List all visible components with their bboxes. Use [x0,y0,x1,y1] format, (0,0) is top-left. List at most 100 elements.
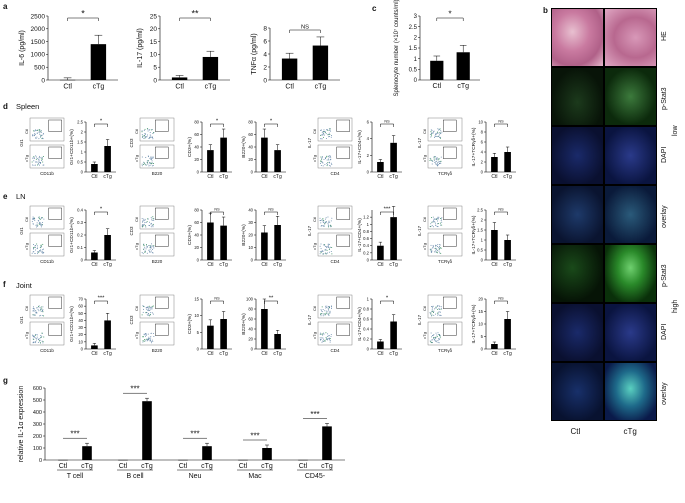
flow-event [141,156,143,158]
flow-event [148,313,150,315]
flow-event [35,311,37,313]
flow-event [429,340,431,342]
sig-marker: ** [191,9,199,19]
flow-event [40,226,42,228]
y-tick-label: 0.6 [363,236,369,241]
flow-event [319,337,321,339]
flow-event [150,306,152,308]
bar-ctl [238,459,248,461]
flow-event [326,305,328,307]
bar-ctl [281,58,298,80]
flow-event [326,338,328,340]
flow-event [322,340,324,342]
flow-group-label: cTg [422,155,427,162]
y-tick-label: 0 [367,346,370,351]
flow-event [153,245,155,247]
flow-event [142,220,144,222]
flow-event [149,245,151,247]
flow-event [319,138,321,140]
flow-event [149,221,151,223]
flow-event [321,313,323,315]
flow-event [328,159,330,161]
flow-event [141,163,143,165]
flow-event [325,217,327,219]
y-tick-label: 0 [251,169,254,174]
flow-event [323,134,325,136]
flow-event [143,308,145,310]
micrograph-dapi-ctg [604,303,657,362]
flow-event [37,253,39,255]
flow-gate [48,146,62,159]
flow-event [149,134,151,136]
flow-event [435,307,437,309]
flow-event [38,159,40,161]
flow-event [432,245,434,247]
flow-event [321,219,323,221]
flow-event [143,248,145,250]
flow-event [441,224,443,226]
sig-marker: *** [98,296,106,302]
flow-event [432,342,434,344]
flow-event [145,245,147,247]
group-label: Ctl [285,84,294,91]
flow-gate [443,296,457,309]
flow-event [434,250,436,252]
flow-event [432,335,434,337]
flow-event [436,248,438,250]
flow-event [321,156,323,158]
flow-event [32,335,34,337]
flow-group-label: cTg [422,332,427,339]
micrograph-column-label: cTg [623,427,637,436]
y-axis-label: CD3+(%) [187,225,193,245]
flow-event [438,246,440,248]
flow-event [430,129,432,131]
flow-gate [155,296,169,309]
chart-il17tcr: 0 5 10 15 20 Ctl cTg NS IL-17+TCRγδ+(%) [471,296,516,357]
group-label: Ctl [207,174,213,180]
bar-ctl [207,325,214,349]
flow-event [147,155,149,157]
flow-event [437,314,439,316]
flow-y-label: IL-17 [307,225,312,236]
flow-event [323,225,325,227]
flow-event [326,306,328,308]
flow-event [320,165,322,167]
group-label: Ctl [207,351,213,357]
flow-event [429,157,431,159]
group-label: cTg [503,262,512,268]
flow-event [41,156,43,158]
flow-event [33,308,35,310]
group-label: cTg [503,351,512,357]
flow-event [36,247,38,249]
flow-event [320,243,322,245]
bar-ctl [261,137,268,172]
flow-event [329,341,331,343]
flow-event [41,217,43,219]
flow-event [151,308,153,310]
bar-ctl [178,459,188,461]
flow-event [39,315,41,317]
panel-label-d: d [3,102,8,111]
flow-event [36,245,38,247]
flow-event [141,251,143,253]
flow-event [437,339,439,341]
flow-event [40,136,42,138]
y-axis-label: B220+(%) [241,224,247,246]
flow-event [149,251,151,253]
flow-event [322,332,324,334]
flow-event [329,136,331,138]
y-tick-label: 2 [81,129,84,134]
flow-event [432,246,434,248]
flow-event [437,164,439,166]
y-tick-label: 20 [248,157,253,162]
flow-event [320,248,322,250]
flow-event [33,217,35,219]
flow-event [438,164,440,166]
flow-event [148,305,150,307]
flow-event [322,136,324,138]
flow-event [435,249,437,251]
flow-event [326,165,328,167]
group-label: cTg [273,262,282,268]
flow-event [322,334,324,336]
flow-frame [317,144,353,169]
